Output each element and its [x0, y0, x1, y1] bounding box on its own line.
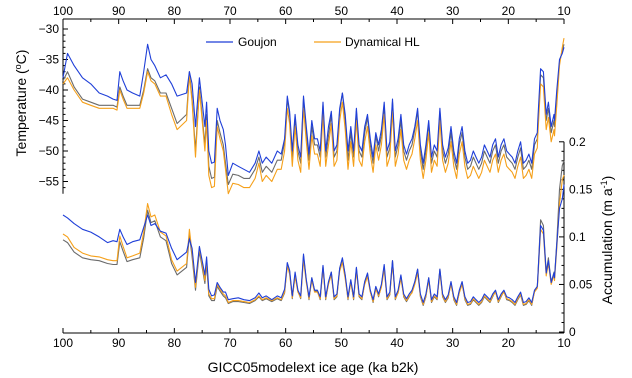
accumulation-tick-label: 0.1 [569, 230, 586, 244]
legend-label-dynamical-hl: Dynamical HL [345, 35, 420, 49]
x-tick-label-top: 40 [390, 4, 404, 18]
x-tick-label-bottom: 70 [223, 336, 237, 350]
x-axis-top: 100 90 80 70 60 50 40 30 20 10 [53, 4, 571, 24]
temperature-tick-label: −50 [39, 144, 60, 158]
x-tick-label-bottom: 40 [390, 336, 404, 350]
temperature-line-dynamical-hl [62, 38, 565, 195]
temperature-line-series-3 [62, 44, 565, 186]
temperature-tick-label: −55 [39, 175, 60, 189]
x-tick-label-bottom: 30 [446, 336, 460, 350]
x-axis-bottom: 100 90 80 70 60 50 40 30 20 10 [53, 328, 571, 350]
accumulation-tick-label: 0 [569, 325, 576, 339]
legend: Goujon Dynamical HL [206, 35, 420, 49]
x-tick-label-top: 10 [557, 4, 571, 18]
x-tick-label-top: 70 [223, 4, 237, 18]
x-tick-label-bottom: 100 [53, 336, 73, 350]
x-tick-label-bottom: 90 [112, 336, 126, 350]
legend-label-goujon: Goujon [238, 35, 277, 49]
x-tick-label-bottom: 20 [502, 336, 516, 350]
temperature-tick-label: −40 [39, 83, 60, 97]
temperature-axis-title: Temperature (oC) [13, 50, 29, 157]
temperature-y-axis: −30 −35 −40 −45 −50 −55 [39, 22, 68, 189]
accumulation-tick-label: 0.05 [569, 277, 593, 291]
accumulation-tick-label: 0.15 [569, 182, 593, 196]
accumulation-y-axis: 0 0.05 0.1 0.15 0.2 [559, 135, 593, 339]
temperature-tick-label: −35 [39, 53, 60, 67]
x-tick-label-bottom: 60 [279, 336, 293, 350]
temperature-line-goujon [62, 43, 565, 176]
x-tick-label-top: 20 [502, 4, 516, 18]
x-tick-label-top: 80 [168, 4, 182, 18]
x-tick-label-bottom: 10 [557, 336, 571, 350]
accumulation-axis-title: Accumulation (m a-1) [599, 176, 615, 305]
x-tick-label-bottom: 80 [168, 336, 182, 350]
x-axis-title: GICC05modelext ice age (ka b2k) [208, 359, 419, 375]
temperature-tick-label: −45 [39, 114, 60, 128]
x-tick-label-top: 60 [279, 4, 293, 18]
x-tick-label-top: 50 [335, 4, 349, 18]
x-tick-label-top: 100 [53, 4, 73, 18]
x-tick-label-top: 30 [446, 4, 460, 18]
accumulation-line-goujon [62, 184, 565, 304]
x-tick-label-top: 90 [112, 4, 126, 18]
x-tick-label-bottom: 50 [335, 336, 349, 350]
series-layer [62, 38, 565, 306]
accumulation-tick-label: 0.2 [569, 135, 586, 149]
temperature-tick-label: −30 [39, 22, 60, 36]
